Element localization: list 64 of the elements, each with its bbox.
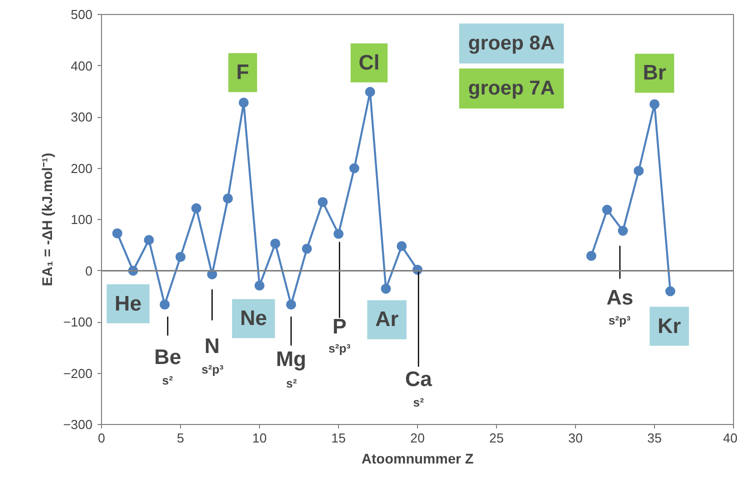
y-axis-title: EA₁ = -ΔH (kJ.mol⁻¹) (39, 152, 56, 286)
annotation: s²p³ (608, 314, 630, 328)
point (222, 193, 233, 204)
y-tick-label: 300 (70, 110, 93, 124)
y-tick-label: 400 (70, 58, 93, 74)
annotation: As (606, 286, 634, 310)
x-tick-label: 15 (331, 430, 346, 446)
annotation: Cl (358, 51, 380, 74)
x-tick-label: 0 (98, 430, 106, 446)
annotation: s² (413, 396, 424, 410)
annotation: Kr (658, 314, 681, 338)
point (665, 286, 676, 296)
annotation: P (332, 315, 347, 338)
annotation: s²p³ (328, 342, 350, 356)
point (396, 241, 407, 252)
annotation: F (236, 61, 250, 84)
y-tick-label: 200 (70, 160, 93, 176)
annotation: s²p³ (202, 362, 224, 376)
point (349, 163, 360, 174)
annotation: s² (162, 374, 173, 388)
point (191, 203, 202, 214)
x-tick-label: 20 (410, 430, 425, 446)
point (602, 204, 612, 215)
point (270, 238, 280, 249)
point (380, 284, 391, 294)
y-tick-label: −300 (63, 417, 93, 432)
x-axis-title: Atoomnummer Z (362, 450, 474, 466)
annotation: Ca (405, 368, 432, 392)
point (176, 252, 186, 262)
annotation: Br (642, 62, 666, 85)
point (618, 226, 628, 236)
x-tick-label: 40 (723, 430, 737, 446)
annotation: Mg (276, 348, 306, 372)
x-tick-label: 35 (647, 430, 662, 446)
point (112, 228, 122, 238)
annotation: groep 8A (468, 32, 555, 54)
x-tick-label: 30 (568, 430, 583, 446)
x-tick-label: 10 (252, 430, 267, 446)
point (238, 98, 249, 108)
point (254, 280, 264, 291)
y-tick-label: −200 (63, 366, 93, 381)
y-tick-label: 0 (85, 263, 93, 278)
annotation: s² (286, 376, 297, 390)
point (318, 197, 328, 208)
y-tick-label: −100 (63, 314, 93, 330)
x-tick-label: 5 (176, 430, 184, 446)
point (334, 228, 344, 239)
x-tick-label: 25 (489, 430, 504, 446)
point (144, 235, 154, 245)
point (650, 99, 660, 110)
annotation: He (114, 292, 142, 316)
annotation: N (204, 334, 220, 358)
point (365, 86, 376, 97)
point (286, 300, 296, 310)
point (586, 250, 596, 261)
annotation: Ne (240, 307, 267, 330)
annotation: Ar (375, 308, 399, 332)
y-tick-label: 100 (70, 212, 93, 227)
point (160, 300, 170, 310)
point (302, 244, 312, 254)
annotation: groep 7A (468, 78, 555, 100)
point (634, 166, 644, 176)
y-tick-label: 500 (70, 7, 93, 22)
annotation: Be (154, 346, 182, 370)
